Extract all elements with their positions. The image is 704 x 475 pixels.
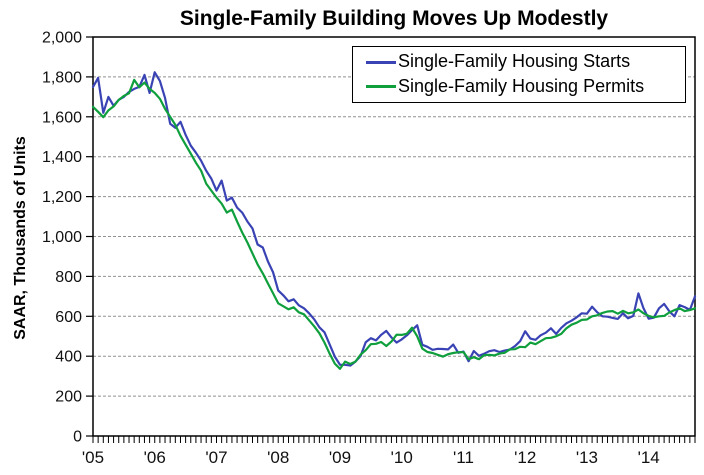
svg-text:600: 600 bbox=[55, 309, 82, 326]
svg-text:'06: '06 bbox=[144, 448, 166, 467]
svg-text:'10: '10 bbox=[391, 448, 413, 467]
svg-text:'08: '08 bbox=[267, 448, 289, 467]
svg-text:1,800: 1,800 bbox=[42, 69, 82, 86]
series-line-starts bbox=[91, 71, 697, 367]
chart-title: Single-Family Building Moves Up Modestly bbox=[179, 7, 609, 30]
svg-text:'09: '09 bbox=[329, 448, 351, 467]
svg-text:800: 800 bbox=[55, 269, 82, 286]
svg-text:1,600: 1,600 bbox=[42, 109, 82, 126]
svg-text:'07: '07 bbox=[205, 448, 227, 467]
svg-text:2,000: 2,000 bbox=[42, 30, 82, 47]
svg-text:200: 200 bbox=[55, 389, 82, 406]
svg-text:1,400: 1,400 bbox=[42, 149, 82, 166]
svg-text:0: 0 bbox=[73, 429, 82, 446]
legend-label-starts: Single-Family Housing Starts bbox=[398, 51, 631, 72]
starts-line-swatch bbox=[366, 60, 396, 64]
svg-text:'14: '14 bbox=[638, 448, 660, 467]
svg-text:'12: '12 bbox=[514, 448, 536, 467]
legend-item-permits: Single-Family Housing Permits bbox=[366, 76, 685, 98]
svg-text:'11: '11 bbox=[453, 448, 474, 467]
svg-text:1,000: 1,000 bbox=[42, 229, 82, 246]
legend-item-starts: Single-Family Housing Starts bbox=[366, 51, 685, 73]
svg-text:400: 400 bbox=[55, 349, 82, 366]
gridlines bbox=[93, 76, 695, 397]
legend-label-permits: Single-Family Housing Permits bbox=[398, 76, 645, 96]
x-axis-ticks bbox=[92, 436, 696, 443]
y-axis-ticks: 0 200 400 600 800 1,000 1,200 1,400 1,600 1,800 2,… bbox=[42, 30, 93, 446]
svg-text:'13: '13 bbox=[576, 448, 598, 467]
permits-line-swatch bbox=[366, 85, 396, 89]
svg-text:1,200: 1,200 bbox=[42, 189, 82, 206]
svg-text:'05: '05 bbox=[82, 448, 104, 467]
series-line-permits bbox=[91, 78, 697, 370]
legend: Single-Family Housing Starts Single-Fami… bbox=[352, 46, 686, 103]
x-axis-labels: '05 '06 '07 '08 '09 '10 '11 '12 '13 '14 bbox=[82, 448, 660, 467]
